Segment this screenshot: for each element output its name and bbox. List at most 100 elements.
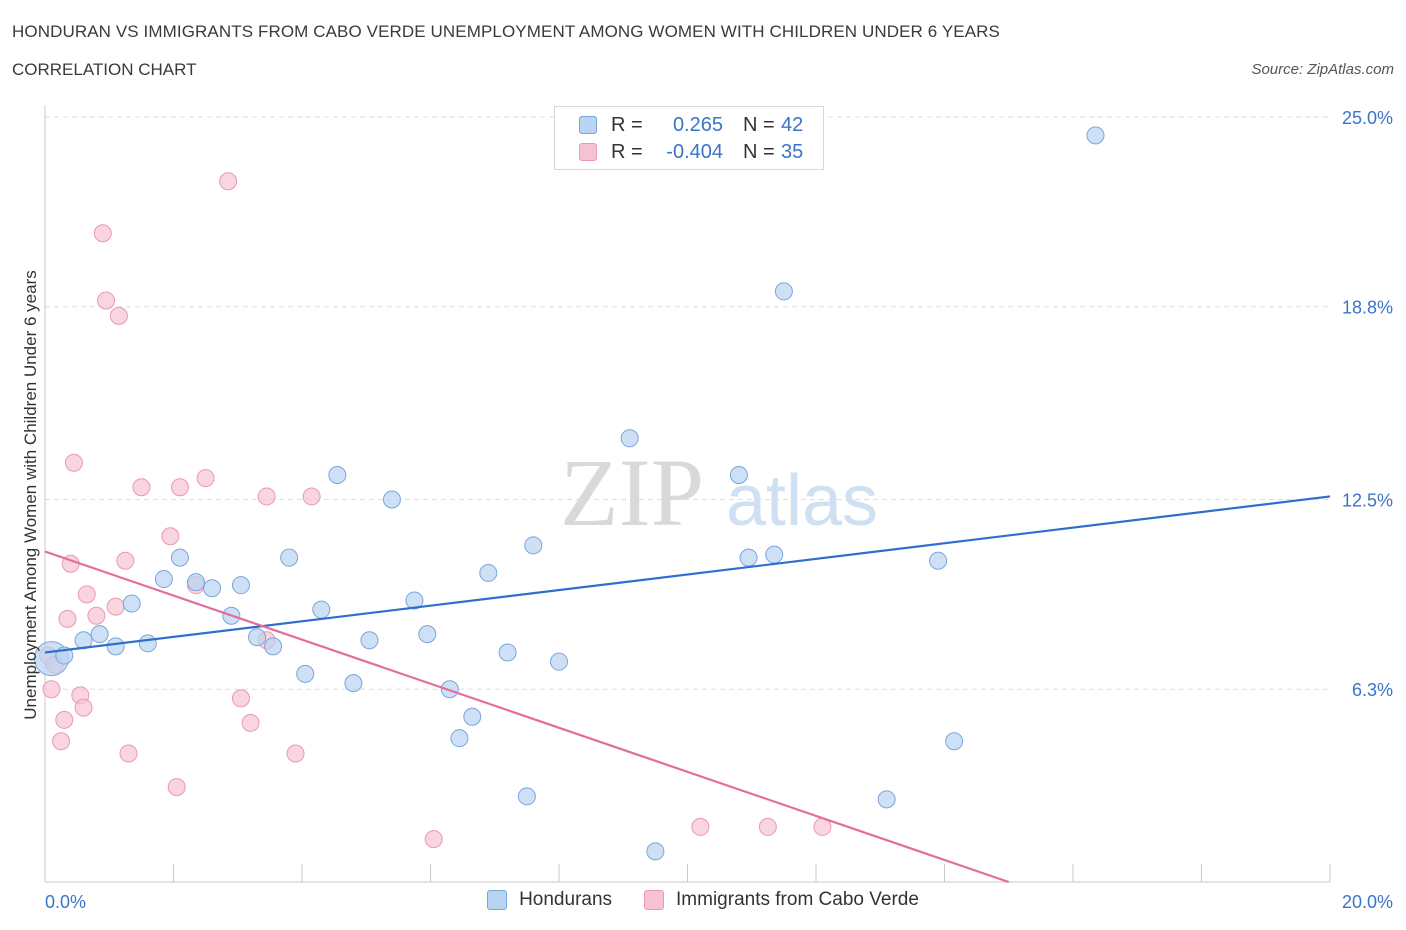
y-tick-label: 25.0% xyxy=(1342,108,1393,128)
honduran-point xyxy=(296,664,315,683)
honduran-point xyxy=(450,729,469,748)
honduran-point xyxy=(328,466,347,485)
source-credit: Source: ZipAtlas.com xyxy=(1251,61,1394,78)
r-label: R = xyxy=(611,140,643,163)
cabo-verde-point xyxy=(170,478,189,497)
cabo-verde-point xyxy=(691,817,710,836)
pink-swatch-icon xyxy=(644,890,665,910)
honduran-point xyxy=(231,576,250,595)
honduran-point xyxy=(729,466,748,485)
honduran-point xyxy=(418,625,437,644)
honduran-point xyxy=(203,579,222,598)
honduran-point xyxy=(517,787,536,806)
grid-lines xyxy=(45,116,1330,690)
honduran-point xyxy=(122,594,141,613)
cabo-verde-point xyxy=(286,744,305,763)
axes xyxy=(44,105,1331,883)
cabo-verde-point xyxy=(106,597,125,616)
cabo-verde-points xyxy=(39,172,832,849)
r-label: R = xyxy=(611,113,643,136)
cabo-verde-point xyxy=(758,817,777,836)
watermark: ZIP atlas xyxy=(560,439,878,546)
n-label: N = xyxy=(743,140,775,163)
cabo-verde-point xyxy=(109,306,128,325)
honduran-point xyxy=(170,548,189,567)
cabo-verde-point xyxy=(219,172,238,191)
cabo-verde-point xyxy=(161,527,180,546)
y-tick-label: 12.5% xyxy=(1342,491,1393,511)
legend-item-hondurans[interactable]: Hondurans xyxy=(487,889,612,911)
watermark-atlas: atlas xyxy=(726,461,878,541)
cabo-verde-point xyxy=(167,778,186,797)
honduran-point xyxy=(765,545,784,564)
watermark-zip: ZIP xyxy=(560,439,704,546)
trend-lines xyxy=(44,495,1331,884)
honduran-point xyxy=(550,652,568,671)
cabo-verde-point xyxy=(241,713,260,732)
honduran-point xyxy=(90,625,109,644)
cabo-verde-point xyxy=(87,606,106,625)
honduran-point xyxy=(312,600,331,619)
honduran-point xyxy=(280,548,299,567)
honduran-point xyxy=(382,490,401,509)
pink-swatch-icon xyxy=(579,143,597,161)
x-tick-label: 0.0% xyxy=(45,892,86,912)
series-legend: Hondurans Immigrants from Cabo Verde xyxy=(0,889,1406,911)
cabo-verde-point xyxy=(424,830,443,849)
legend-label-hondurans: Hondurans xyxy=(519,889,613,910)
y-tick-label: 6.3% xyxy=(1352,680,1393,700)
cabo-verde-point xyxy=(116,551,135,570)
legend-row-hondurans: R = 0.265 N = 42 xyxy=(579,113,803,137)
cabo-verde-point xyxy=(119,744,138,763)
honduran-point xyxy=(498,643,517,662)
honduran-point xyxy=(138,634,157,653)
cabo-verde-point xyxy=(93,224,112,243)
honduran-point xyxy=(344,674,363,693)
honduran-point xyxy=(186,573,205,592)
cabo-verde-point xyxy=(302,487,321,506)
cabo-verde-point xyxy=(55,710,74,729)
blue-swatch-icon xyxy=(487,890,508,910)
legend-row-cabo-verde: R = -0.404 N = 35 xyxy=(579,140,803,164)
honduran-point xyxy=(524,536,543,555)
cabo-verde-point xyxy=(77,585,96,604)
y-tick-label: 18.8% xyxy=(1342,298,1393,318)
n-value: 42 xyxy=(781,113,804,136)
honduran-point xyxy=(1086,126,1105,145)
honduran-point xyxy=(106,637,125,656)
cabo-verde-point xyxy=(97,291,116,310)
honduran-points xyxy=(33,126,1105,861)
r-value: -0.404 xyxy=(666,140,723,163)
honduran-point xyxy=(360,631,379,650)
honduran-point xyxy=(945,732,964,751)
y-axis-label: Unemployment Among Women with Children U… xyxy=(21,270,40,719)
honduran-trend-line xyxy=(44,495,1331,654)
cabo-verde-trend-line xyxy=(44,550,1010,884)
honduran-point xyxy=(620,429,639,448)
honduran-point xyxy=(405,591,424,610)
tick-labels: 6.3% 12.5% 18.8% 25.0% 0.0% 20.0% xyxy=(45,108,1393,912)
x-tick-label: 20.0% xyxy=(1342,892,1393,912)
honduran-point xyxy=(264,637,283,656)
cabo-verde-point xyxy=(74,698,93,717)
legend-label-cabo-verde: Immigrants from Cabo Verde xyxy=(676,889,919,910)
n-value: 35 xyxy=(781,140,804,163)
blue-swatch-icon xyxy=(579,116,597,134)
cabo-verde-point xyxy=(257,487,276,506)
honduran-point xyxy=(929,551,948,570)
cabo-verde-point xyxy=(132,478,151,497)
honduran-point xyxy=(248,628,267,647)
honduran-point xyxy=(774,282,793,301)
cabo-verde-point xyxy=(52,732,71,751)
n-label: N = xyxy=(743,113,775,136)
chart-title: HONDURAN VS IMMIGRANTS FROM CABO VERDE U… xyxy=(12,22,1000,41)
honduran-point xyxy=(479,563,498,582)
cabo-verde-point xyxy=(58,609,77,628)
legend-item-cabo-verde[interactable]: Immigrants from Cabo Verde xyxy=(644,889,919,911)
honduran-point xyxy=(739,548,758,567)
cabo-verde-point xyxy=(64,453,83,472)
cabo-verde-point xyxy=(231,689,250,708)
correlation-legend: R = 0.265 N = 42 R = -0.404 N = 35 xyxy=(554,106,824,170)
cabo-verde-point xyxy=(42,680,61,699)
